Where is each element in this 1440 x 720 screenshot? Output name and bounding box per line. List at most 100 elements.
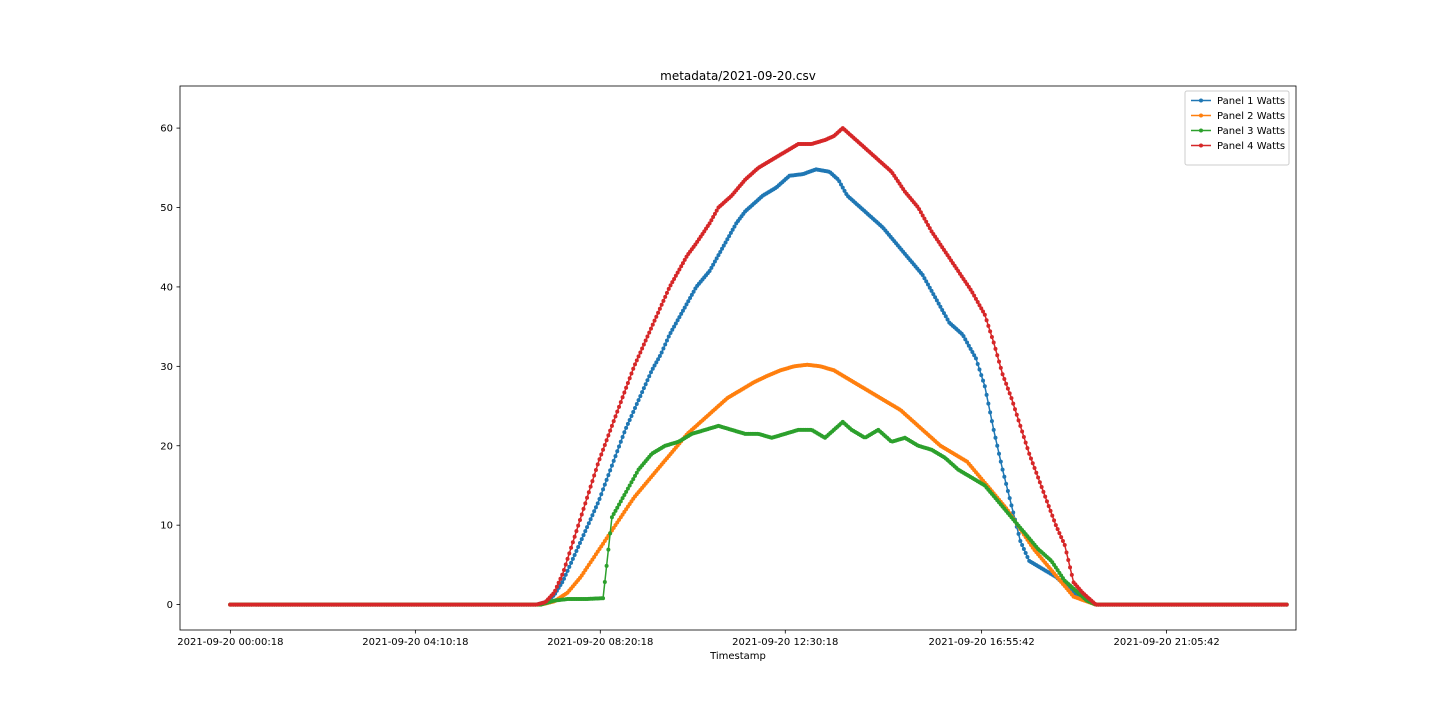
data-point (1039, 485, 1044, 490)
data-point (625, 486, 630, 491)
series-line (230, 364, 1287, 606)
data-point (1064, 550, 1069, 555)
data-point (602, 580, 607, 585)
data-point (641, 386, 646, 391)
data-point (661, 346, 666, 351)
data-point (714, 256, 719, 261)
data-point (1043, 494, 1048, 499)
data-point (924, 219, 929, 224)
data-point (1032, 465, 1037, 470)
data-point (689, 292, 694, 297)
series-3 (228, 419, 1289, 607)
data-point (968, 346, 973, 351)
x-tick-label: 2021-09-20 04:10:18 (362, 637, 468, 648)
data-point (941, 311, 946, 316)
data-point (567, 564, 572, 569)
data-point (721, 243, 726, 248)
data-point (611, 512, 616, 517)
data-point (673, 273, 678, 278)
data-point (679, 311, 684, 316)
data-point (986, 401, 991, 406)
data-point (1037, 480, 1042, 485)
data-point (986, 323, 991, 328)
data-point (682, 257, 687, 262)
data-point (558, 576, 563, 581)
data-point (725, 237, 730, 242)
data-point (645, 378, 650, 383)
data-point (917, 207, 922, 212)
data-point (677, 267, 682, 272)
data-point (645, 334, 650, 339)
data-point (627, 417, 632, 422)
data-point (1007, 391, 1012, 396)
data-point (1036, 475, 1041, 480)
data-point (1009, 503, 1014, 508)
data-point (1013, 407, 1017, 412)
data-point (593, 467, 598, 472)
y-tick-label: 50 (160, 203, 173, 214)
x-tick-label: 2021-09-20 08:20:18 (547, 637, 653, 648)
data-point (609, 423, 614, 428)
data-point (583, 501, 588, 506)
data-point (945, 317, 950, 322)
legend-label: Panel 4 Watts (1217, 141, 1285, 152)
data-point (569, 560, 574, 565)
data-point (608, 428, 613, 433)
y-tick-label: 60 (160, 124, 173, 135)
data-point (602, 442, 607, 447)
data-point (657, 306, 662, 311)
data-point (995, 443, 1000, 448)
data-point (563, 572, 568, 577)
data-point (991, 427, 996, 432)
data-point (933, 295, 938, 300)
y-tick-label: 20 (160, 441, 173, 452)
data-point (601, 596, 606, 601)
data-point (1004, 381, 1009, 386)
data-point (989, 334, 994, 339)
data-point (1041, 489, 1046, 494)
data-point (590, 479, 595, 484)
data-point (570, 540, 575, 545)
data-point (680, 308, 685, 313)
data-point (579, 537, 584, 542)
data-point (634, 470, 639, 475)
data-point (657, 354, 662, 359)
data-point (675, 270, 680, 275)
y-tick-label: 40 (160, 282, 173, 293)
data-point (1018, 539, 1023, 544)
data-point (618, 400, 623, 405)
data-point (615, 409, 620, 414)
data-point (648, 326, 653, 331)
data-point (567, 551, 572, 556)
data-point (707, 221, 712, 226)
data-point (977, 303, 982, 308)
x-tick-label: 2021-09-20 16:55:42 (929, 637, 1035, 648)
data-point (595, 501, 600, 506)
data-point (654, 314, 659, 319)
data-point (636, 354, 641, 359)
data-point (631, 366, 636, 371)
data-point (1052, 518, 1057, 523)
data-point (979, 373, 984, 378)
data-point (638, 394, 643, 399)
data-point (709, 218, 714, 223)
data-point (597, 496, 602, 501)
data-point (654, 360, 659, 365)
data-point (622, 430, 627, 435)
data-point (1005, 386, 1010, 391)
data-point (601, 487, 606, 492)
data-point (622, 390, 627, 395)
legend-marker (1199, 113, 1203, 118)
data-point (682, 305, 687, 310)
data-point (989, 419, 994, 424)
data-point (629, 413, 634, 418)
data-point (624, 425, 629, 430)
data-point (720, 246, 725, 251)
data-point (613, 508, 618, 513)
x-axis-label: Timestamp (709, 651, 766, 662)
data-point (625, 381, 630, 386)
data-point (938, 304, 943, 309)
data-point (981, 378, 986, 383)
data-point (993, 346, 998, 351)
data-point (608, 531, 613, 536)
